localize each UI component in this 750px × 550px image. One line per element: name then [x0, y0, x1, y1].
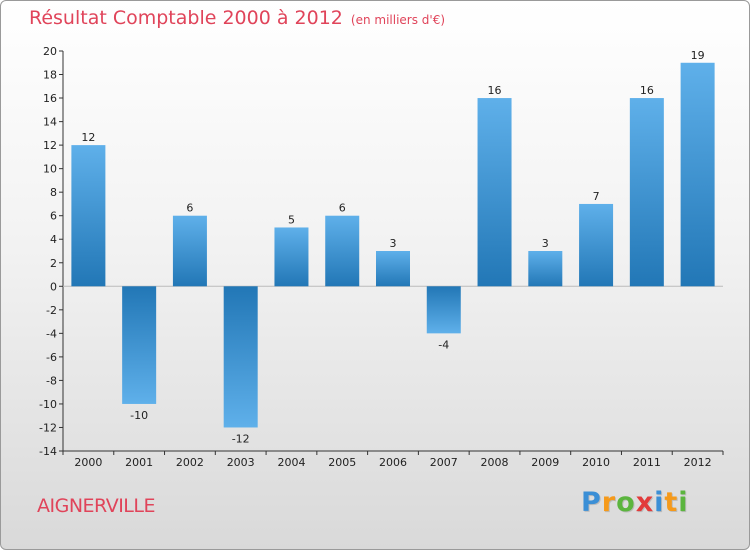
x-tick-label: 2005 — [328, 456, 356, 469]
title-text: Résultat Comptable 2000 à 2012 — [29, 7, 343, 29]
y-tick-label: -12 — [39, 421, 57, 434]
x-tick-label: 2008 — [481, 456, 509, 469]
y-tick-label: 10 — [43, 163, 57, 176]
chart-subtitle: (en milliers d'€) — [350, 13, 446, 27]
x-tick-label: 2006 — [379, 456, 407, 469]
data-label-2000: 12 — [81, 131, 95, 144]
y-tick-label: 16 — [43, 92, 57, 105]
logo-letter: x — [635, 487, 655, 518]
y-tick-label: -8 — [46, 374, 57, 387]
y-tick-label: 20 — [43, 45, 57, 58]
y-tick-label: -2 — [46, 304, 57, 317]
bar-2002 — [172, 215, 207, 287]
data-label-2003: -12 — [232, 432, 250, 445]
logo-letter: t — [664, 487, 679, 518]
data-label-2004: 5 — [288, 213, 295, 226]
logo-letter: i — [654, 487, 665, 518]
y-tick-label: 2 — [50, 257, 57, 270]
logo-letter: P — [581, 487, 602, 518]
commune-name: AIGNERVILLE — [37, 495, 155, 517]
data-label-2007: -4 — [438, 338, 449, 351]
y-tick-label: -6 — [46, 351, 57, 364]
x-tick-label: 2010 — [582, 456, 610, 469]
data-labels-group: 12 -10 6 -12 5 6 3 -4 16 3 7 16 19 — [81, 49, 704, 446]
x-tick-label: 2007 — [430, 456, 458, 469]
bar-2004 — [274, 227, 309, 287]
y-tick-label: -4 — [46, 327, 57, 340]
bar-2000 — [71, 145, 106, 287]
x-tick-label: 2003 — [227, 456, 255, 469]
bar-2008 — [477, 98, 512, 287]
proxiti-logo: Proxiti — [581, 487, 689, 518]
y-tick-label: -14 — [39, 445, 57, 458]
y-tick-label: 8 — [50, 186, 57, 199]
x-tick-label: 2009 — [531, 456, 559, 469]
bar-2011 — [629, 98, 664, 287]
data-label-2006: 3 — [390, 237, 397, 250]
y-tick-label: -10 — [39, 398, 57, 411]
y-tick-label: 6 — [50, 210, 57, 223]
bar-2005 — [325, 215, 360, 287]
y-tick-label: 12 — [43, 139, 57, 152]
y-tick-label: 0 — [50, 280, 57, 293]
x-tick-label: 2002 — [176, 456, 204, 469]
chart-title: Résultat Comptable 2000 à 2012 (en millie… — [29, 7, 445, 29]
bar-2009 — [528, 251, 563, 287]
bar-2007 — [426, 286, 461, 334]
logo-letter: i — [678, 487, 689, 518]
data-label-2011: 16 — [640, 84, 654, 97]
x-tick-label: 2000 — [74, 456, 102, 469]
data-label-2012: 19 — [691, 49, 705, 62]
bar-2012 — [680, 62, 715, 287]
y-tick-label: 14 — [43, 116, 57, 129]
data-label-2005: 6 — [339, 202, 346, 215]
x-tick-label: 2012 — [684, 456, 712, 469]
data-label-2002: 6 — [186, 202, 193, 215]
data-label-2008: 16 — [488, 84, 502, 97]
x-tick-label: 2011 — [633, 456, 661, 469]
logo-letter: o — [616, 487, 636, 518]
y-tick-label: 18 — [43, 69, 57, 82]
y-tick-label: 4 — [50, 233, 57, 246]
x-tick-label: 2004 — [277, 456, 305, 469]
bars-group — [71, 62, 715, 428]
bar-2001 — [122, 286, 157, 404]
x-tick-label: 2001 — [125, 456, 153, 469]
bar-2010 — [579, 203, 614, 287]
bar-2003 — [223, 286, 258, 428]
data-label-2010: 7 — [593, 190, 600, 203]
data-label-2009: 3 — [542, 237, 549, 250]
bar-2006 — [376, 251, 410, 287]
data-label-2001: -10 — [130, 409, 148, 422]
logo-letter: r — [601, 487, 617, 518]
